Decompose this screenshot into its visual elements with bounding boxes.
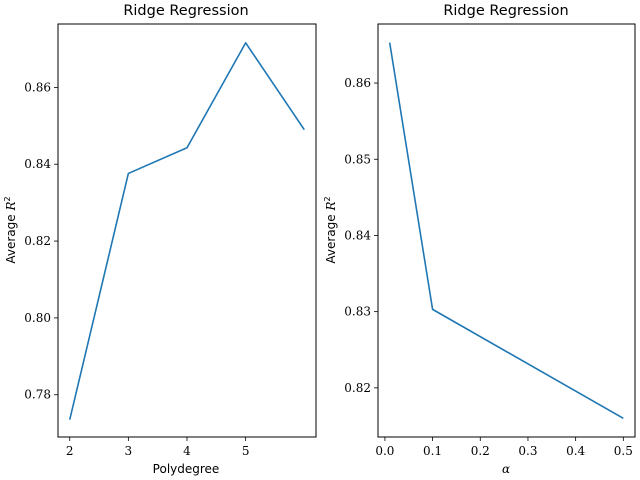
y-tick-label: 0.80 xyxy=(24,311,51,325)
y-axis-label: Average R2 xyxy=(323,196,338,263)
y-axis-label-prefix: Average xyxy=(4,211,18,264)
series-line xyxy=(68,42,305,420)
y-axis-label-sup: 2 xyxy=(3,196,12,201)
y-axis-label-prefix: Average xyxy=(324,211,338,264)
x-tick-label: 0.3 xyxy=(518,444,537,458)
x-tick-label: 0.5 xyxy=(614,444,633,458)
tick-group: 0.0 0.1 0.2 0.3 0.4 0.5 0.82 0.83 0.84 0.85 0.86 xyxy=(344,76,633,458)
x-tick-label: 0.2 xyxy=(471,444,490,458)
y-tick-label: 0.82 xyxy=(344,381,371,395)
y-tick-label: 0.84 xyxy=(344,228,371,242)
x-tick-label: 4 xyxy=(183,444,191,458)
x-tick-label: 0.0 xyxy=(375,444,394,458)
series-line xyxy=(388,42,624,420)
y-tick-label: 0.82 xyxy=(24,234,51,248)
y-axis-label-symbol: R xyxy=(4,201,18,211)
y-tick-label: 0.83 xyxy=(344,305,371,319)
y-tick-label: 0.78 xyxy=(24,388,51,402)
y-axis-label: Average R2 xyxy=(3,196,18,263)
subplot-polydegree: Ridge Regression 2 3 4 5 0.78 0.80 0.82 0.84 0.8… xyxy=(3,3,317,476)
y-tick-label: 0.86 xyxy=(344,76,371,90)
axes-frame xyxy=(377,23,636,438)
x-tick-label: 0.4 xyxy=(566,444,585,458)
y-axis-label-sup: 2 xyxy=(323,196,332,201)
tick-group: 2 3 4 5 0.78 0.80 0.82 0.84 0.86 xyxy=(24,80,249,458)
y-axis-label-symbol: R xyxy=(324,201,338,211)
y-tick-label: 0.86 xyxy=(24,80,51,94)
x-tick-label: 5 xyxy=(242,444,250,458)
subplot-alpha: Ridge Regression 0.0 0.1 0.2 0.3 0.4 0.50.820… xyxy=(323,3,636,476)
x-tick-label: 3 xyxy=(125,444,133,458)
x-axis-label: α xyxy=(502,462,510,476)
x-tick-label: 0.1 xyxy=(423,444,442,458)
chart-title: Ridge Regression xyxy=(443,3,568,19)
axes-frame xyxy=(57,23,317,438)
x-tick-label: 2 xyxy=(66,444,74,458)
y-tick-label: 0.84 xyxy=(24,157,51,171)
x-axis-label: Polydegree xyxy=(153,462,220,476)
chart-title: Ridge Regression xyxy=(123,3,248,19)
y-tick-label: 0.85 xyxy=(344,152,371,166)
